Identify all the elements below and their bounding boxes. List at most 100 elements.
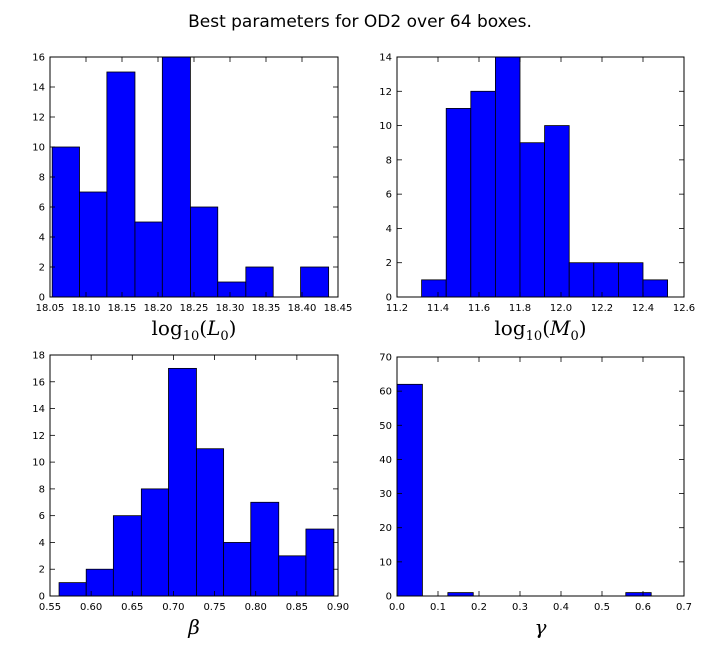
histogram-bar xyxy=(85,568,114,597)
axes-frame xyxy=(396,56,685,298)
x-tick-label: 0.1 xyxy=(430,602,446,613)
x-tick-label: 18.10 xyxy=(72,303,101,314)
axes-frame xyxy=(396,356,685,597)
histogram-bar xyxy=(300,266,330,298)
histogram-bar xyxy=(544,125,570,298)
x-tick-label: 11.2 xyxy=(386,303,408,314)
y-tick-label: 30 xyxy=(379,489,392,500)
histogram-bar xyxy=(470,90,496,298)
x-tick-label: 0.85 xyxy=(286,602,308,613)
x-tick-label: 0.90 xyxy=(327,602,349,613)
y-tick-label: 6 xyxy=(39,511,45,522)
y-tick-label: 14 xyxy=(379,53,392,64)
y-tick-label: 40 xyxy=(379,455,392,466)
histogram-bar xyxy=(79,191,108,298)
x-tick-label: 18.15 xyxy=(108,303,137,314)
y-tick-label: 18 xyxy=(32,351,45,362)
y-tick-label: 16 xyxy=(32,53,45,64)
y-tick-label: 12 xyxy=(379,87,392,98)
y-tick-label: 14 xyxy=(32,404,45,415)
histogram-bar xyxy=(223,542,252,597)
y-tick-label: 2 xyxy=(39,263,45,274)
y-tick-label: 50 xyxy=(379,421,392,432)
x-tick-label: 11.8 xyxy=(509,303,531,314)
y-tick-label: 0 xyxy=(386,592,392,603)
y-tick-label: 8 xyxy=(39,173,45,184)
x-tick-label: 0.55 xyxy=(39,602,61,613)
x-tick-label: 11.4 xyxy=(427,303,449,314)
x-tick-label: 18.30 xyxy=(216,303,245,314)
y-tick-label: 0 xyxy=(386,293,392,304)
x-tick-label: 0.3 xyxy=(512,602,528,613)
histogram-bar xyxy=(447,592,474,597)
x-tick-label: 0.70 xyxy=(162,602,184,613)
x-axis-label: log10(M0) xyxy=(494,316,586,344)
histogram-bar xyxy=(217,281,247,298)
x-tick-label: 18.45 xyxy=(324,303,353,314)
histogram-bar xyxy=(58,582,87,597)
x-tick-label: 0.2 xyxy=(471,602,487,613)
histogram-bar xyxy=(519,142,546,298)
histogram-bar xyxy=(396,383,423,597)
histogram-bar xyxy=(106,71,136,298)
x-tick-label: 18.25 xyxy=(180,303,209,314)
histogram-bar xyxy=(625,592,652,597)
histogram-bar xyxy=(112,515,142,597)
histogram-bar xyxy=(494,56,521,298)
x-tick-label: 0.4 xyxy=(553,602,569,613)
x-axis-label: β xyxy=(187,615,200,639)
y-tick-label: 0 xyxy=(39,592,45,603)
x-tick-label: 0.75 xyxy=(203,602,225,613)
y-tick-label: 4 xyxy=(39,538,45,549)
y-tick-label: 6 xyxy=(386,190,392,201)
histogram-bar xyxy=(305,528,335,597)
x-tick-label: 12.0 xyxy=(550,303,572,314)
y-tick-label: 10 xyxy=(32,143,45,154)
y-tick-label: 10 xyxy=(379,557,392,568)
histogram-panel-1: 18.05 18.10 18.15 18.20 18.25 18.30 18.35 18.40… xyxy=(32,53,352,345)
histogram-bar xyxy=(140,488,169,597)
figure-title: Best parameters for OD2 over 64 boxes. xyxy=(188,12,532,32)
x-tick-label: 12.4 xyxy=(632,303,654,314)
histogram-bar xyxy=(168,367,197,597)
axes-frame xyxy=(49,354,339,597)
histogram-bar xyxy=(618,262,644,298)
y-tick-label: 12 xyxy=(32,113,45,124)
x-tick-label: 0.80 xyxy=(245,602,267,613)
x-tick-label: 18.05 xyxy=(36,303,65,314)
y-tick-label: 10 xyxy=(379,121,392,132)
x-tick-label: 12.6 xyxy=(673,303,695,314)
histogram-bar xyxy=(196,448,225,597)
x-tick-label: 0.5 xyxy=(594,602,610,613)
x-tick-label: 18.20 xyxy=(144,303,173,314)
x-axis-label: log10(L0) xyxy=(152,316,237,344)
x-tick-label: 18.35 xyxy=(252,303,281,314)
histogram-bar xyxy=(51,146,80,298)
x-tick-label: 12.2 xyxy=(591,303,613,314)
y-tick-label: 6 xyxy=(39,203,45,214)
x-axis-label: γ xyxy=(535,615,547,639)
x-tick-label: 18.40 xyxy=(288,303,317,314)
y-tick-label: 16 xyxy=(32,377,45,388)
histogram-bar xyxy=(245,266,274,298)
histogram-bar xyxy=(189,206,219,298)
y-tick-label: 8 xyxy=(386,155,392,166)
histogram-bar xyxy=(568,262,595,298)
x-tick-label: 11.6 xyxy=(468,303,490,314)
y-tick-label: 2 xyxy=(386,258,392,269)
histogram-bar xyxy=(593,262,619,298)
histogram-panel-3: 0.55 0.60 0.65 0.70 0.75 0.80 0.85 0.90 0 2 4 6 8 10 1… xyxy=(32,351,349,640)
y-tick-label: 4 xyxy=(386,224,392,235)
histogram-panel-2: 11.2 11.4 11.6 11.8 12.0 12.2 12.4 12.6 0 2 4 6 8 10 1… xyxy=(379,53,695,345)
y-tick-label: 2 xyxy=(39,565,45,576)
y-tick-label: 4 xyxy=(39,233,45,244)
histogram-bar xyxy=(445,108,472,298)
y-tick-label: 60 xyxy=(379,387,392,398)
y-tick-label: 20 xyxy=(379,523,392,534)
histogram-bar xyxy=(250,501,280,597)
histogram-bar xyxy=(134,221,163,298)
y-tick-label: 10 xyxy=(32,458,45,469)
histogram-bar xyxy=(421,279,447,298)
y-tick-label: 0 xyxy=(39,293,45,304)
histogram-panel-4: 0.0 0.1 0.2 0.3 0.4 0.5 0.6 0.7 0 10 20 30 40 50 60 70 γ xyxy=(379,353,692,640)
